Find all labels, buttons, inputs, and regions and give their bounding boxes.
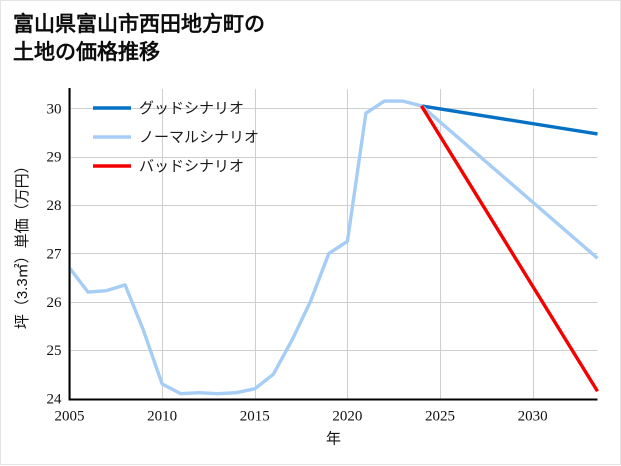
y-tick-label: 29 <box>47 150 62 166</box>
y-tick-label: 25 <box>47 343 62 359</box>
y-tick-label: 27 <box>47 246 63 262</box>
y-tick-label: 24 <box>47 392 63 408</box>
legend-label: バッドシナリオ <box>139 159 244 175</box>
series-line <box>420 105 599 393</box>
x-tick-labels: 2005 2010 2015 2020 2025 2030 <box>55 409 548 425</box>
y-tick-label: 26 <box>47 295 63 311</box>
x-tick-label: 2010 <box>147 409 177 425</box>
series-lines <box>68 99 599 396</box>
x-tick-label: 2020 <box>332 409 362 425</box>
chart-title: 富山県富山市西田地方町の 土地の価格推移 <box>13 13 265 64</box>
legend-label: グッドシナリオ <box>139 100 244 117</box>
x-tick-label: 2025 <box>425 409 455 425</box>
x-axis-title: 年 <box>326 431 341 448</box>
y-tick-label: 30 <box>47 101 62 117</box>
x-tick-label: 2030 <box>518 409 548 425</box>
y-tick-labels: 24 25 26 27 28 29 30 <box>47 101 63 407</box>
x-tick-label: 2005 <box>55 409 85 425</box>
legend-label: ノーマルシナリオ <box>139 130 259 146</box>
series-line <box>68 99 599 396</box>
axis-lines <box>68 88 598 401</box>
y-tick-label: 28 <box>47 198 62 214</box>
y-axis-title: 坪（3.3㎡）単価（万円） <box>14 158 31 329</box>
x-tick-label: 2015 <box>240 409 270 425</box>
series-line <box>421 104 598 136</box>
